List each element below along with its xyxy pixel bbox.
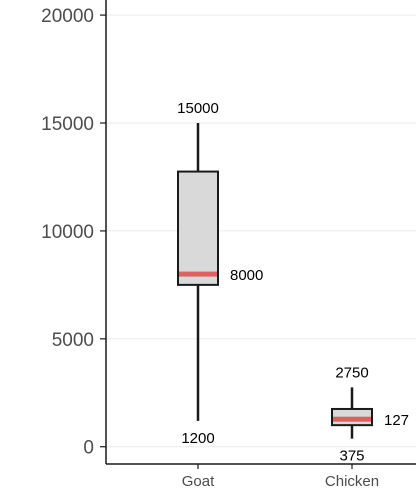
x-tick-label-chicken: Chicken [325, 473, 379, 490]
label-median-goat: 8000 [230, 267, 263, 284]
gridlines [106, 14, 416, 448]
median-line-chicken [333, 416, 371, 422]
x-tick-label-goat: Goat [182, 473, 215, 490]
label-max-chicken: 2750 [335, 364, 368, 381]
y-tick-label-15000: 15000 [41, 114, 94, 135]
box-chicken: 2750 127 375 [331, 364, 409, 465]
axes: 0 5000 10000 15000 20000 Goat Chicken [41, 0, 416, 490]
label-min-chicken: 375 [339, 448, 364, 465]
label-min-goat: 1200 [181, 430, 214, 447]
iqr-box-goat [177, 170, 219, 286]
y-tick-label-5000: 5000 [52, 330, 94, 351]
y-tick-label-0: 0 [83, 438, 94, 459]
y-tick-label-10000: 10000 [41, 222, 94, 243]
y-tick-label-20000: 20000 [41, 6, 94, 27]
box-series: 15000 8000 1200 2750 127 375 [177, 100, 409, 465]
label-median-chicken: 127 [384, 412, 409, 429]
label-max-goat: 15000 [177, 100, 219, 117]
box-goat: 15000 8000 1200 [177, 100, 263, 447]
median-line-goat [179, 271, 217, 277]
